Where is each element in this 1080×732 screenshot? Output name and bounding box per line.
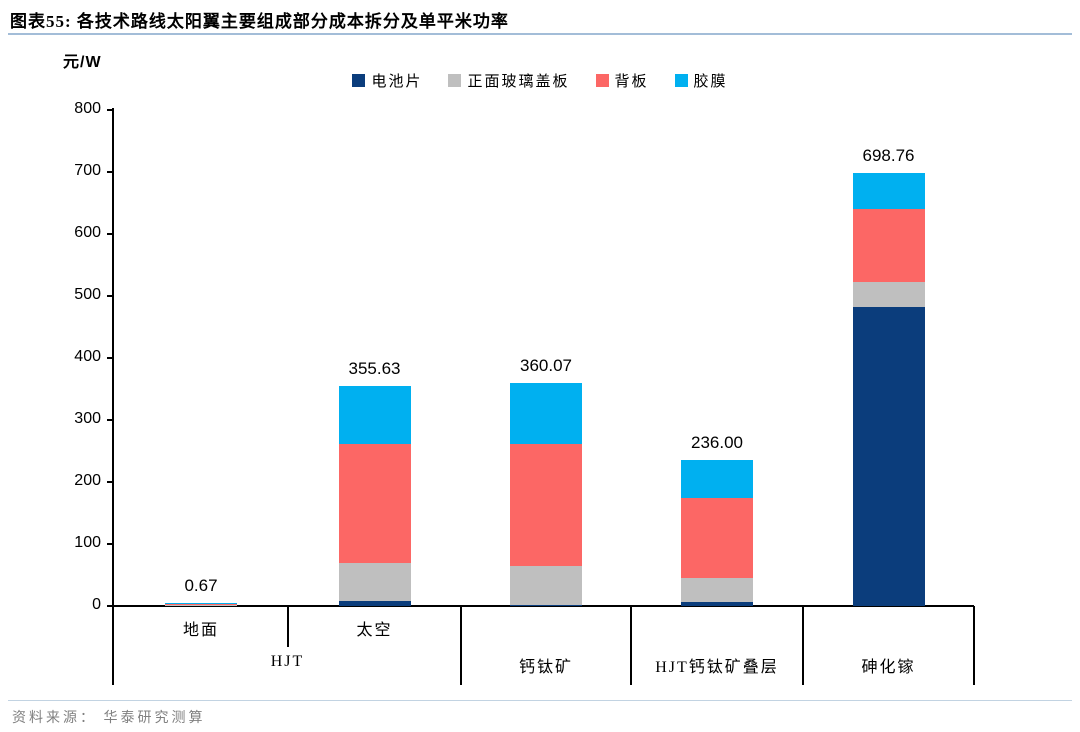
bar-segment-正面玻璃盖板: [681, 578, 753, 603]
y-axis-line: [112, 108, 114, 685]
category-label: 太空: [356, 622, 393, 639]
legend-label: 正面玻璃盖板: [467, 74, 570, 90]
legend-item: 背板: [595, 70, 649, 91]
bar-segment-正面玻璃盖板: [510, 566, 582, 605]
group-divider: [802, 606, 804, 685]
y-axis-tick-label: 400: [74, 348, 101, 365]
y-axis-tick: [107, 543, 114, 545]
group-label: 钙钛矿: [518, 659, 573, 676]
y-axis-tick-label: 100: [74, 534, 101, 551]
x-axis-line: [107, 605, 974, 607]
y-axis-tick: [107, 419, 114, 421]
bar-total-label: 0.67: [184, 576, 218, 596]
y-axis-tick-label: 700: [74, 162, 101, 179]
legend-label: 电池片: [371, 74, 423, 90]
y-axis-tick: [107, 233, 114, 235]
y-axis-tick: [107, 109, 114, 111]
figure-title: 图表55: 各技术路线太阳翼主要组成部分成本拆分及单平米功率: [10, 12, 509, 31]
legend-swatch-icon: [352, 74, 366, 87]
y-axis-tick: [107, 357, 114, 359]
group-divider: [460, 606, 462, 685]
bar-total-label: 698.76: [862, 145, 915, 165]
y-axis-tick: [107, 481, 114, 483]
bar-segment-电池片: [165, 605, 237, 606]
bar-segment-电池片: [338, 601, 411, 606]
source-note: 资料来源： 华泰研究测算: [12, 711, 206, 726]
bar-segment-胶膜: [165, 603, 237, 604]
bar-segment-背板: [510, 444, 582, 567]
bar-segment-电池片: [681, 602, 753, 606]
legend-item: 胶膜: [674, 70, 728, 91]
bar-segment-正面玻璃盖板: [852, 281, 925, 307]
group-divider: [630, 606, 632, 685]
group-label: HJT钙钛矿叠层: [655, 659, 779, 676]
bar-segment-背板: [338, 444, 411, 563]
legend-label: 背板: [614, 74, 649, 90]
bar-segment-正面玻璃盖板: [338, 562, 411, 602]
bar-segment-背板: [852, 208, 925, 282]
legend-item: 电池片: [352, 70, 422, 91]
bar-total-label: 236.00: [691, 432, 743, 452]
bar-total-label: 355.63: [348, 358, 401, 378]
title-divider: [8, 33, 1072, 35]
bar-segment-电池片: [852, 306, 925, 606]
bar-segment-胶膜: [510, 382, 582, 445]
bar-segment-胶膜: [338, 385, 411, 445]
y-axis-tick: [107, 295, 114, 297]
bar-segment-正面玻璃盖板: [165, 604, 237, 606]
bar-segment-背板: [165, 603, 237, 605]
source-divider: [8, 700, 1072, 701]
y-axis-tick-label: 300: [74, 410, 101, 427]
category-label: 地面: [182, 622, 219, 639]
legend-label: 胶膜: [693, 74, 728, 90]
y-axis-tick-label: 200: [74, 472, 101, 489]
group-label: HJT: [270, 653, 305, 670]
y-axis-tick-label: 0: [92, 596, 101, 613]
y-axis-tick-label: 800: [74, 100, 101, 117]
chart-legend: 电池片 正面玻璃盖板 背板 胶膜: [0, 70, 1080, 91]
bar-segment-电池片: [510, 604, 582, 606]
legend-item: 正面玻璃盖板: [448, 70, 569, 91]
legend-swatch-icon: [448, 74, 462, 87]
bar-segment-胶膜: [681, 459, 753, 499]
bar-segment-胶膜: [852, 172, 925, 209]
group-divider: [973, 606, 975, 685]
y-axis-tick-label: 600: [74, 224, 101, 241]
y-axis-unit-label: 元/W: [63, 54, 102, 71]
y-axis-tick: [107, 171, 114, 173]
legend-swatch-icon: [595, 74, 609, 87]
legend-swatch-icon: [674, 74, 688, 87]
y-axis-tick-label: 500: [74, 286, 101, 303]
bar-total-label: 360.07: [520, 355, 572, 375]
sub-category-divider: [287, 606, 289, 647]
bar-segment-背板: [681, 498, 753, 579]
group-label: 砷化镓: [861, 659, 916, 676]
